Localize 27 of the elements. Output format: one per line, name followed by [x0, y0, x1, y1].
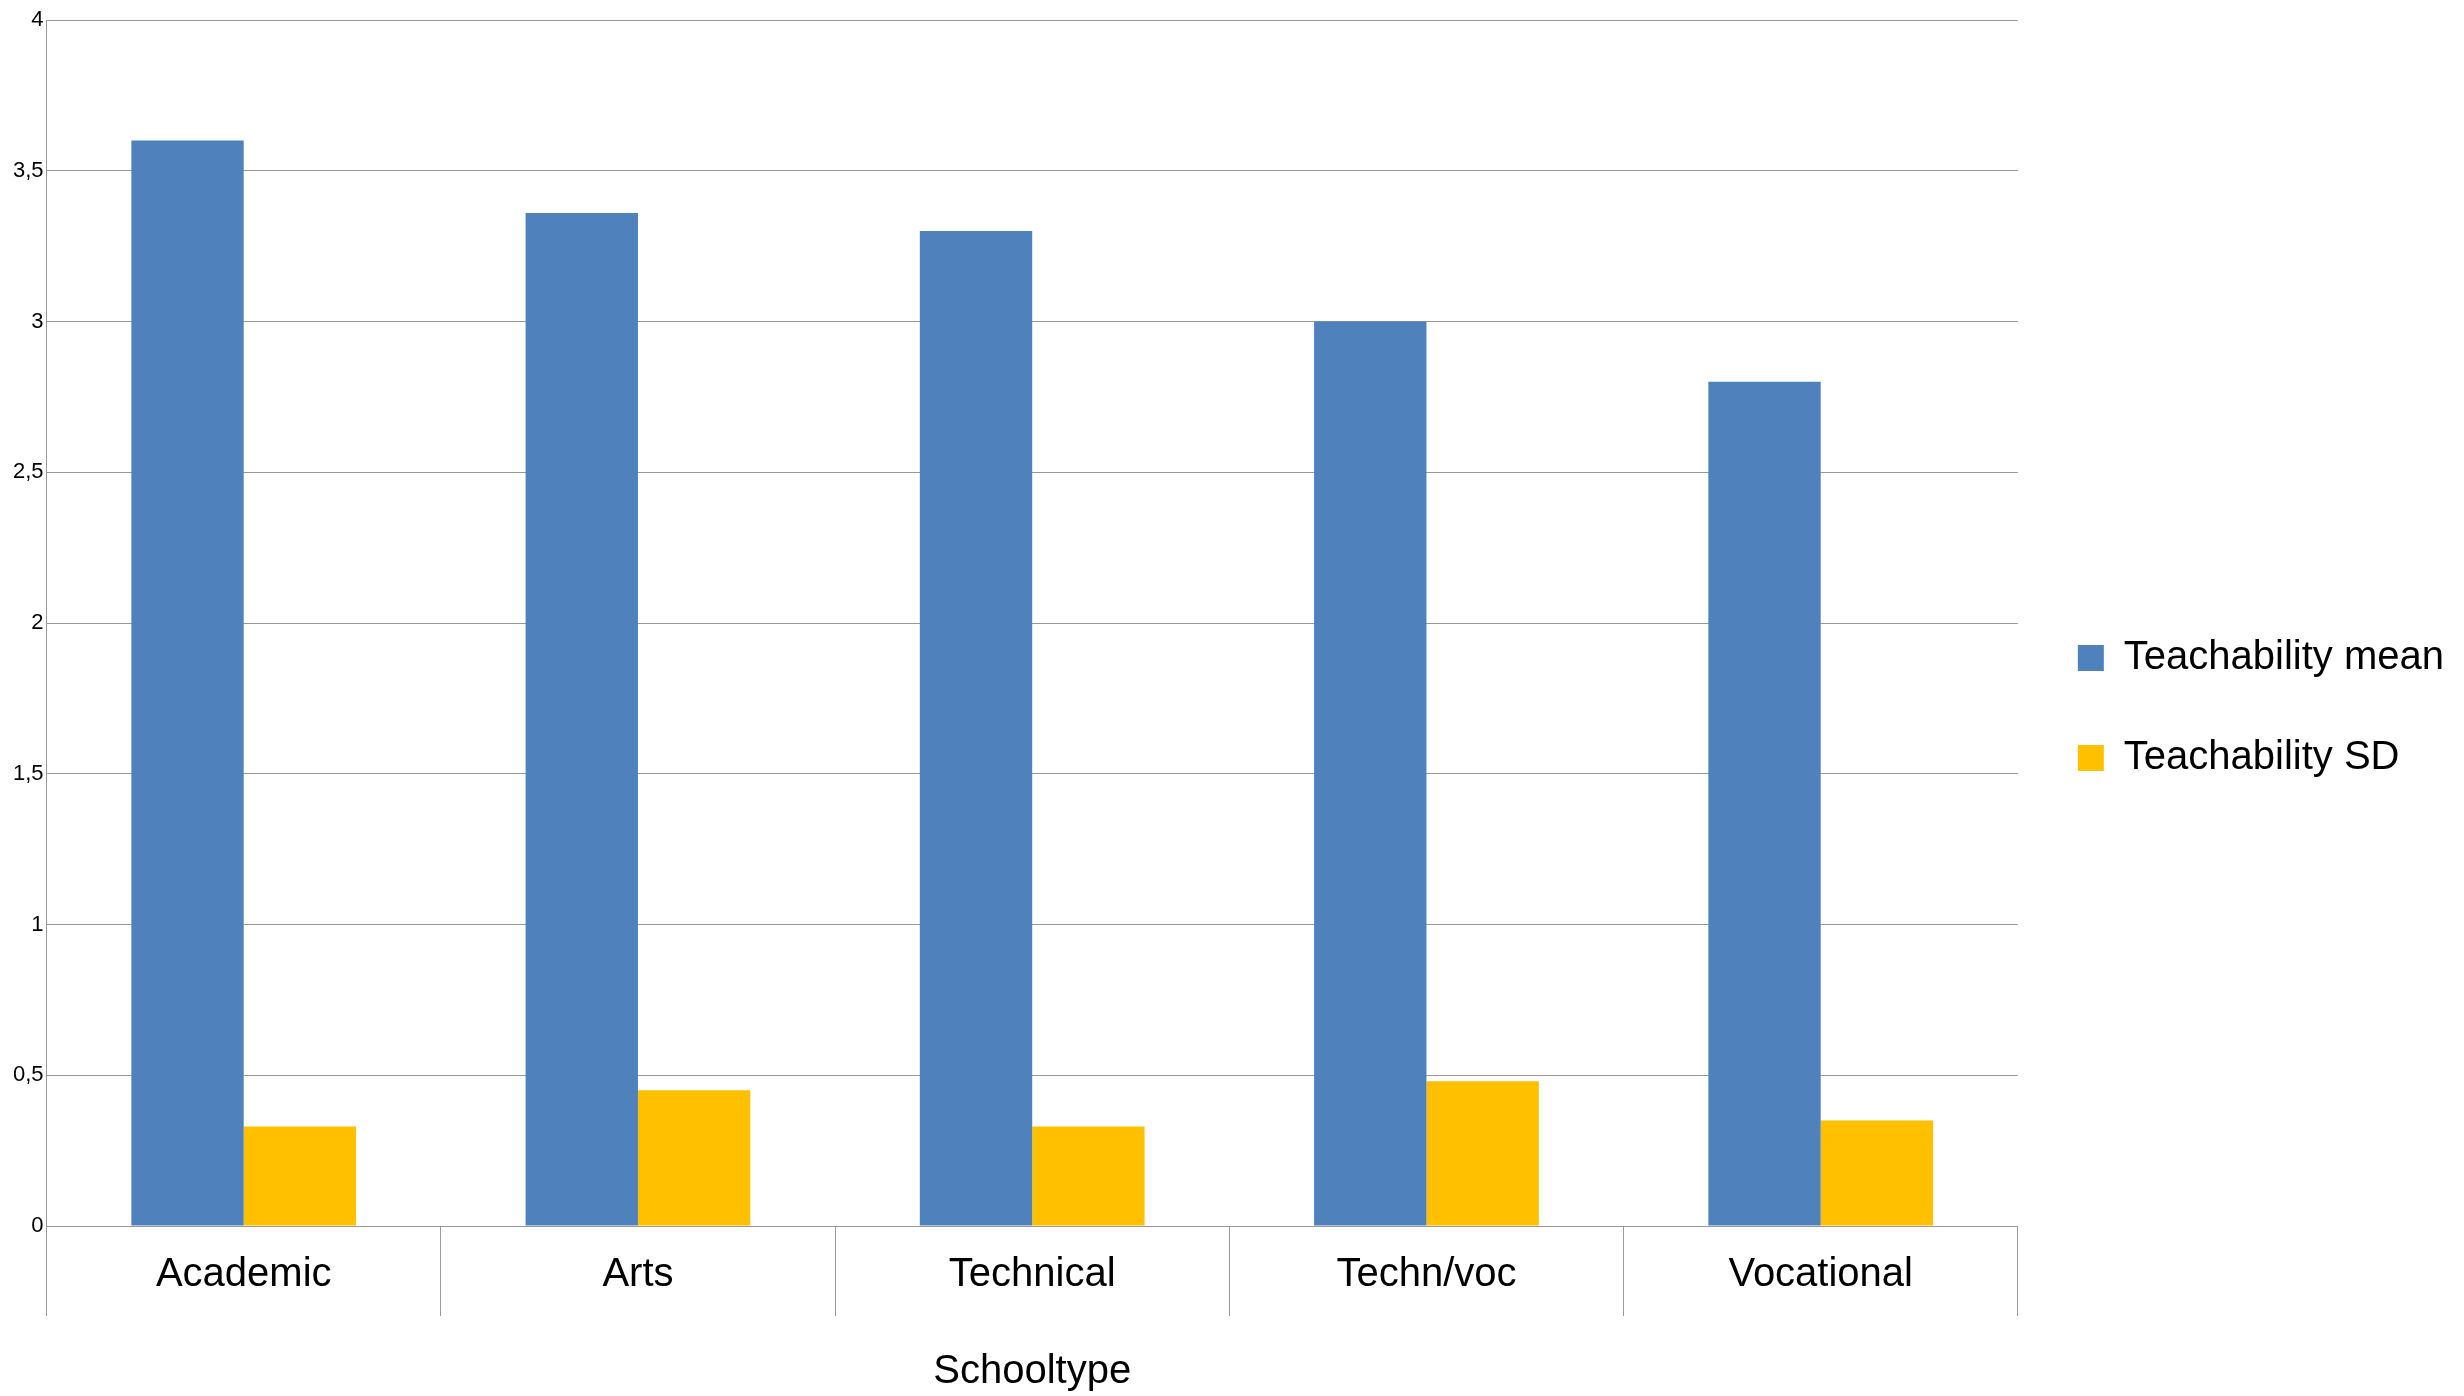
y-tick-label: 0 — [31, 1212, 44, 1238]
bar — [919, 231, 1033, 1226]
bar — [131, 140, 244, 1226]
bar — [1820, 1120, 1934, 1226]
bar — [637, 1090, 751, 1226]
y-tick-label: 1 — [31, 910, 44, 936]
bar — [1708, 381, 1821, 1226]
x-tick-label: Techn/voc — [1336, 1250, 1517, 1295]
legend-label: Teachability SD — [2123, 733, 2400, 778]
bar — [243, 1126, 357, 1226]
bar — [1314, 321, 1427, 1226]
y-tick-label: 1,5 — [12, 759, 44, 785]
x-tick-label: Vocational — [1728, 1250, 1913, 1295]
x-tick-label: Academic — [155, 1250, 332, 1295]
bar — [1032, 1126, 1145, 1226]
bar — [1426, 1081, 1539, 1226]
x-tick-label: Arts — [602, 1250, 674, 1295]
bar — [525, 212, 638, 1226]
y-tick-label: 0,5 — [12, 1061, 44, 1087]
y-tick-label: 2 — [31, 609, 44, 635]
y-tick-label: 3 — [31, 307, 44, 333]
x-axis-title: Schooltype — [933, 1347, 1132, 1392]
legend-label: Teachability mean — [2123, 633, 2445, 678]
y-tick-label: 3,5 — [12, 156, 44, 182]
y-tick-label: 4 — [31, 6, 44, 32]
x-tick-label: Technical — [948, 1250, 1116, 1295]
y-tick-label: 2,5 — [12, 458, 44, 484]
